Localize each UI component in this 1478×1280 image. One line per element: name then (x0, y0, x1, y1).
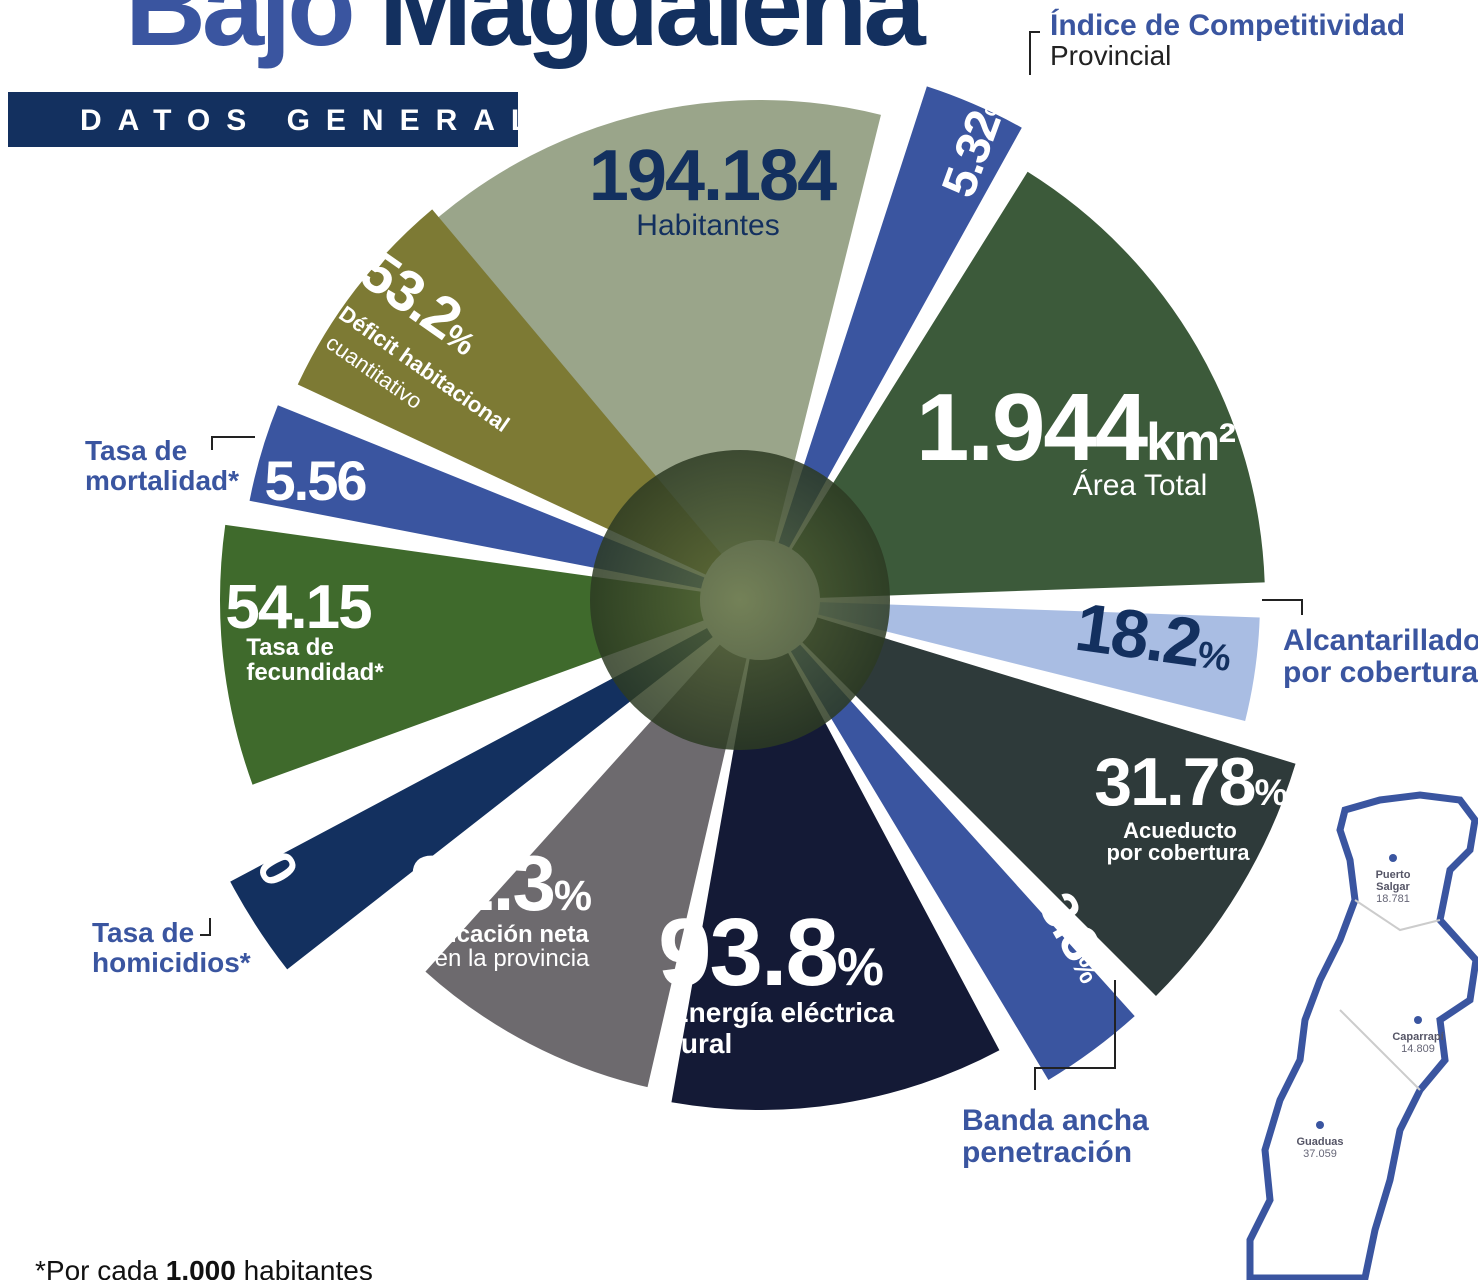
town-dot (1389, 854, 1397, 862)
wedge (778, 86, 1022, 548)
segment-value: 1.944km² (916, 374, 1236, 481)
map (1246, 791, 1478, 1280)
segment-label: Energía eléctrica (670, 997, 895, 1028)
wedge (671, 652, 1000, 1110)
town-population: 18.781 (1376, 893, 1410, 905)
segment-label: Tasa de (246, 634, 334, 661)
segment-value: 92.3% (410, 839, 591, 927)
segment-label: Banda ancha (962, 1104, 1149, 1137)
subtitle: DATOS GENERALES (80, 104, 617, 137)
segment-value: 31.78% (1094, 744, 1287, 820)
wedge (249, 405, 705, 589)
town-population: 14.809 (1401, 1043, 1435, 1055)
segment-label: rural (670, 1028, 732, 1059)
value-number: 1.944 (916, 374, 1148, 481)
footnote-text: *Por cada (35, 1255, 158, 1280)
segment-label: Tasa de (85, 435, 187, 466)
wedges (220, 86, 1296, 1110)
town-dot (1316, 1121, 1324, 1129)
wedge (230, 628, 713, 970)
segment-value: 54.15 (225, 573, 371, 642)
segment-label: Tasa de (92, 917, 194, 948)
segment-label: Provincial (1050, 40, 1171, 71)
value-number: 18.2 (1071, 589, 1205, 682)
value-number: 92.3 (410, 839, 554, 927)
wedge (802, 617, 1296, 996)
wedge (425, 644, 747, 1088)
wedge (818, 602, 1260, 721)
title-part: Bajo (125, 0, 352, 69)
segment-label: mortalidad* (85, 465, 239, 496)
town-dot (1414, 1016, 1422, 1024)
segment-label: Habitantes (636, 209, 779, 242)
value-unit: % (837, 938, 883, 997)
wedge (365, 99, 881, 564)
segment-label: Índice de Competitividad (1050, 8, 1405, 42)
wedge (790, 644, 1135, 1081)
map-border (1339, 1009, 1421, 1091)
segment-label: penetración (962, 1136, 1132, 1169)
segment-label: Alcantarillado (1283, 624, 1478, 657)
value-number: 31.78 (1094, 744, 1254, 820)
segment-label: homicidios* (92, 947, 251, 978)
wedge (220, 524, 704, 785)
segment-label: Educación neta (411, 921, 589, 948)
segment-label: Acueducto (1123, 818, 1237, 843)
town-population: 37.059 (1303, 1148, 1337, 1160)
value-unit: % (554, 872, 591, 920)
segment-value: 194.184 (589, 136, 837, 216)
map-outline (1246, 791, 1478, 1280)
callout-line (200, 918, 211, 936)
town-name: Guaduas (1296, 1136, 1343, 1148)
segment-label: en la provincia (435, 945, 590, 972)
callout-line (1034, 980, 1116, 1090)
title-part: Magdalena (379, 0, 927, 69)
callout-line (1262, 599, 1303, 615)
title: Bajo Magdalena (125, 0, 926, 69)
callout-line (211, 436, 255, 450)
town-name: Puerto (1376, 869, 1411, 881)
center-collage (590, 450, 890, 750)
segment-value: 93.8% (658, 899, 883, 1006)
segment-value: 5.56 (265, 449, 367, 512)
segment-label: Área Total (1073, 469, 1208, 502)
segment-label: por cobertura (1283, 656, 1478, 689)
footnote-bold: 1.000 (166, 1255, 236, 1280)
segment-label: fecundidad* (246, 659, 384, 686)
footnote: *Por cada 1.000 habitantes (35, 1255, 373, 1280)
value-unit: km² (1146, 413, 1235, 472)
town-name: Salgar (1376, 881, 1410, 893)
segment-value: 18.2% (1071, 589, 1237, 686)
town-name: Caparrapí (1392, 1031, 1444, 1043)
value-number: 93.8 (658, 899, 837, 1006)
wedge (791, 171, 1265, 598)
subtitle-band (8, 92, 518, 147)
value-unit: % (1254, 771, 1287, 813)
wedge (297, 209, 722, 575)
footnote-text: habitantes (244, 1255, 373, 1280)
value-number: 5.56 (265, 449, 367, 512)
callout-line (1029, 31, 1040, 75)
value-number: 194.184 (589, 136, 837, 216)
map-border (1354, 899, 1441, 932)
value-number: 54.15 (225, 573, 371, 642)
segment-label: por cobertura (1106, 840, 1250, 865)
